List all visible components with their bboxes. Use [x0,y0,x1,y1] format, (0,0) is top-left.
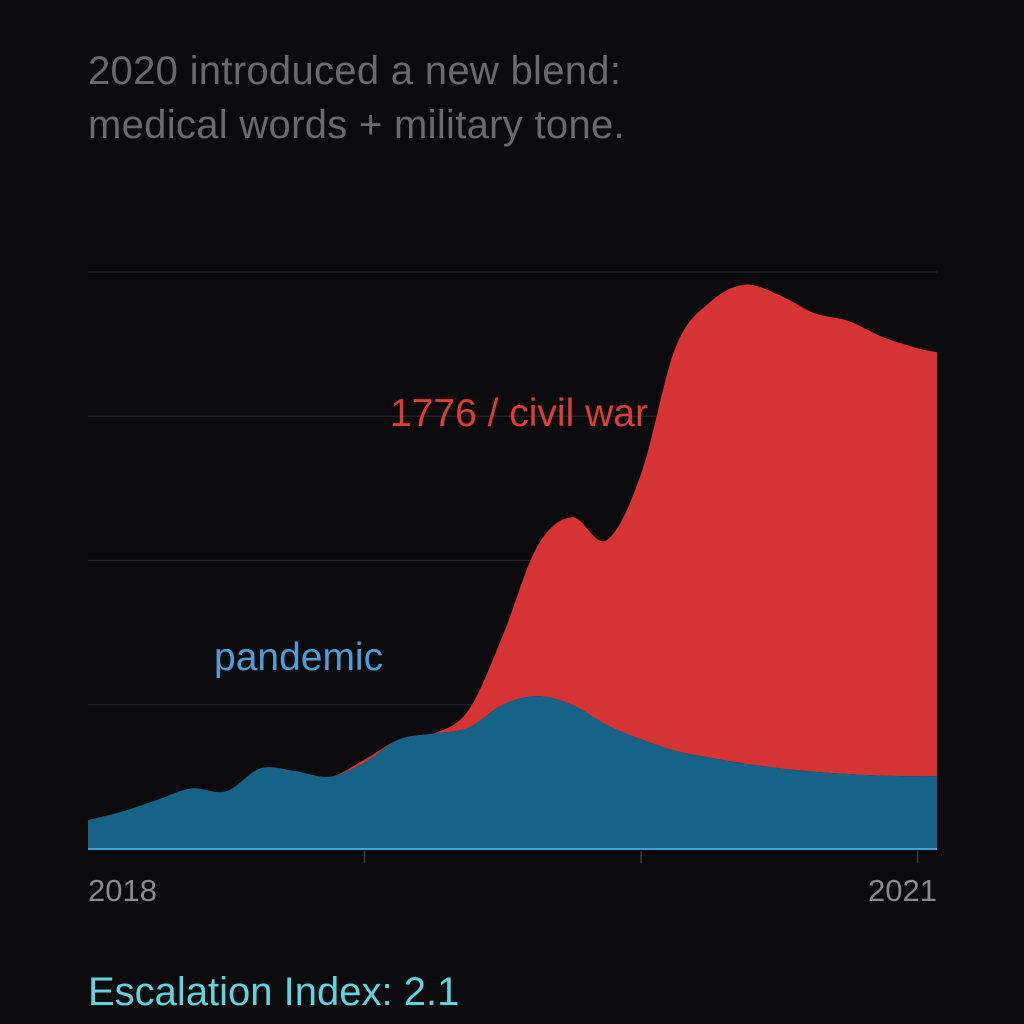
series-label-civil-war: 1776 / civil war [390,392,648,435]
headline-line-1: 2020 introduced a new blend: [88,49,622,93]
chart-headline: 2020 introduced a new blend: medical wor… [88,44,948,152]
x-tick-label-2021: 2021 [868,873,937,908]
series-label-pandemic: pandemic [214,636,383,679]
series-area-civil-war [88,284,937,821]
escalation-index-label: Escalation Index: 2.1 [88,970,460,1014]
x-tick-label-2018: 2018 [88,873,157,908]
series-area-pandemic [88,696,937,849]
headline-line-2: medical words + military tone. [88,103,625,147]
stacked-area-chart: 2018 2021 pandemic 1776 / civil war [88,271,937,908]
